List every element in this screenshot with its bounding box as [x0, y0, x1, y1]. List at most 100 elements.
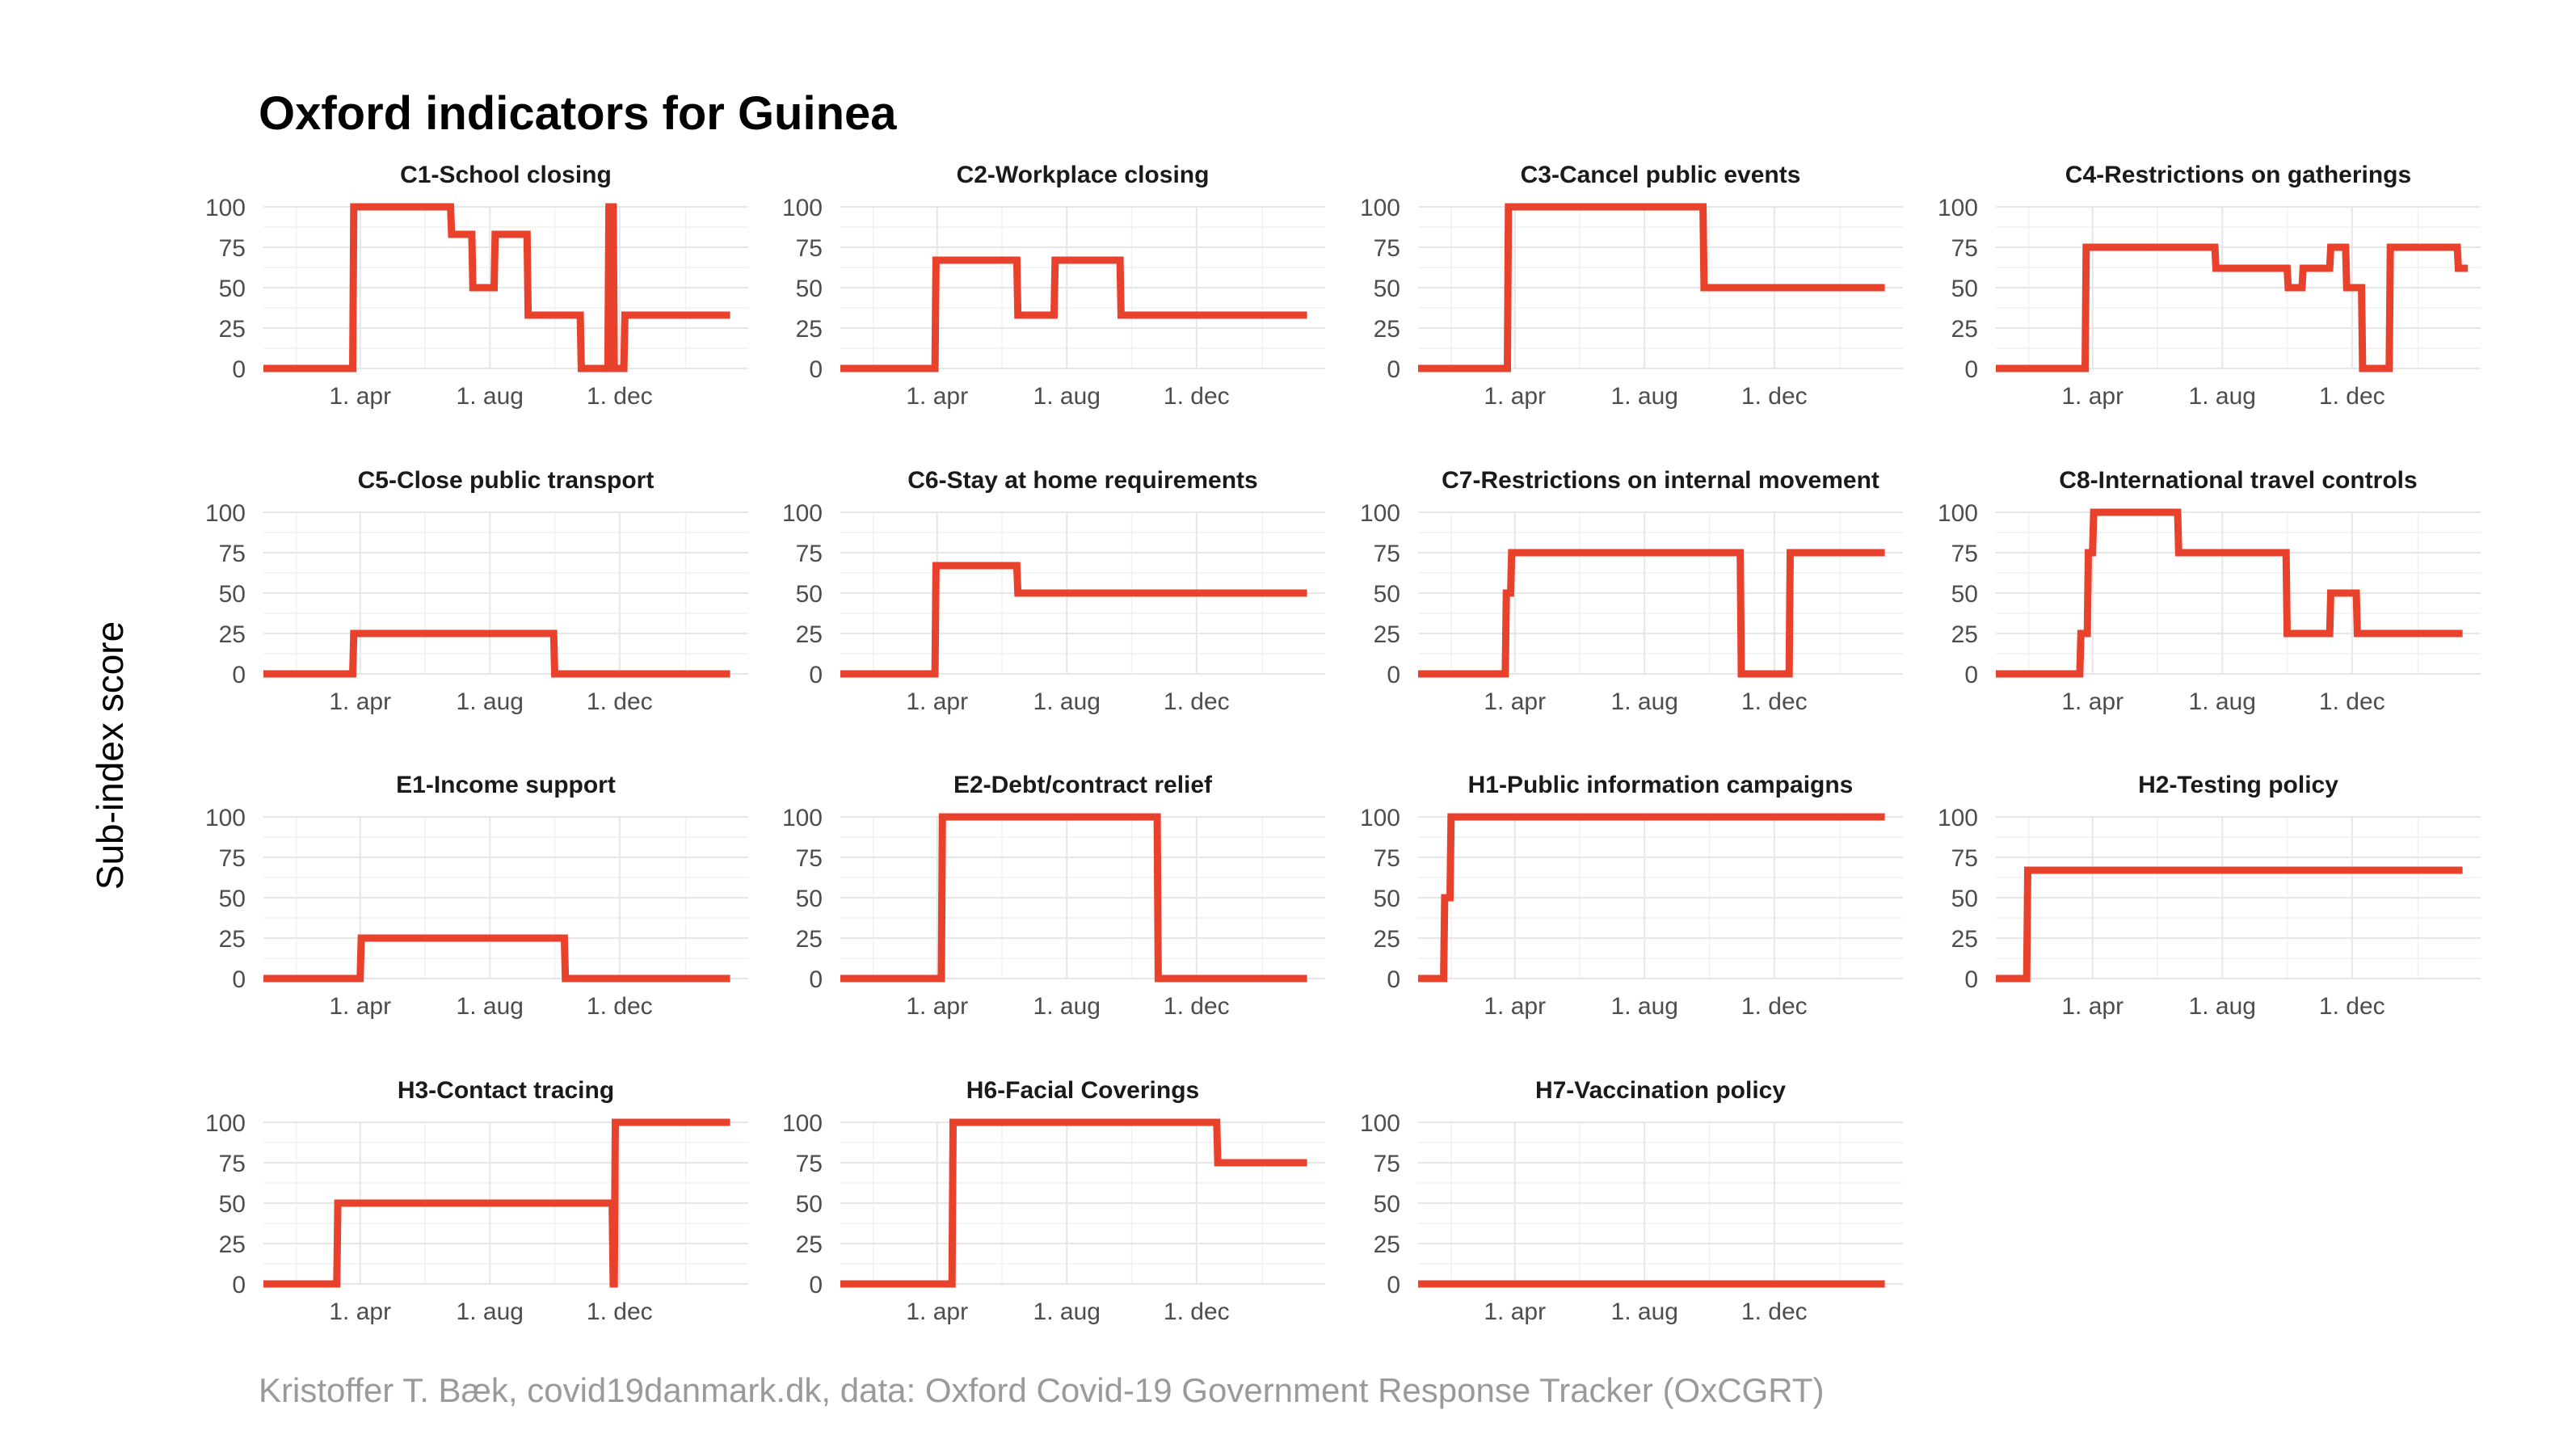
- panel-title: C1-School closing: [400, 162, 612, 188]
- facet-panel: C6-Stay at home requirements 0 25 50 75 100 1.…: [782, 467, 1325, 715]
- x-tick-label: 1. apr: [2061, 688, 2124, 715]
- panel-title: C2-Workplace closing: [957, 162, 1210, 188]
- x-tick-label: 1. apr: [906, 1298, 968, 1325]
- y-tick-label: 75: [796, 541, 823, 567]
- figure-title: Oxford indicators for Guinea: [259, 87, 897, 140]
- panel-title: H6-Facial Coverings: [966, 1077, 1199, 1104]
- panel-title: H7-Vaccination policy: [1535, 1077, 1786, 1104]
- x-tick-label: 1. dec: [1164, 383, 1230, 410]
- x-tick-label: 1. apr: [2061, 383, 2124, 410]
- y-tick-label: 25: [1951, 316, 1978, 343]
- y-tick-label: 50: [219, 1191, 246, 1218]
- series-line: [263, 934, 730, 983]
- series-line: [840, 813, 1307, 983]
- x-tick-label: 1. apr: [329, 383, 391, 410]
- x-tick-label: 1. apr: [1484, 1298, 1546, 1325]
- y-tick-label: 0: [1964, 356, 1978, 383]
- y-tick-label: 50: [796, 276, 823, 302]
- series-line: [263, 629, 730, 678]
- y-tick-label: 25: [219, 926, 246, 953]
- y-tick-label: 100: [1360, 805, 1400, 831]
- facet-panel: C7-Restrictions on internal movement 0 25 5…: [1360, 467, 1903, 715]
- x-tick-label: 1. aug: [1033, 383, 1101, 410]
- y-tick-label: 50: [796, 886, 823, 912]
- y-tick-label: 50: [796, 1191, 823, 1218]
- y-tick-label: 0: [1387, 1272, 1400, 1298]
- facet-panel: C5-Close public transport 0 25 50 75 100 1. ap…: [205, 467, 748, 715]
- panel-title: E1-Income support: [396, 772, 616, 798]
- facet-panel: H2-Testing policy 0 25 50 75 100 1. apr 1. aug 1…: [1938, 772, 2481, 1020]
- facet-panel: H3-Contact tracing 0 25 50 75 100 1. apr 1. aug…: [205, 1077, 748, 1325]
- y-tick-label: 100: [1360, 195, 1400, 221]
- y-tick-label: 100: [782, 500, 823, 527]
- x-tick-label: 1. aug: [2189, 993, 2256, 1020]
- x-tick-label: 1. aug: [1611, 688, 1678, 715]
- y-tick-label: 100: [782, 195, 823, 221]
- y-tick-label: 0: [1387, 356, 1400, 383]
- y-tick-label: 75: [1374, 845, 1400, 872]
- y-tick-label: 50: [1374, 886, 1400, 912]
- y-tick-label: 50: [796, 581, 823, 608]
- y-tick-label: 100: [205, 195, 246, 221]
- x-tick-label: 1. dec: [587, 688, 653, 715]
- y-axis-label: Sub-index score: [89, 621, 131, 890]
- y-tick-label: 50: [219, 276, 246, 302]
- y-tick-label: 25: [796, 621, 823, 648]
- y-tick-label: 25: [796, 1231, 823, 1258]
- x-tick-label: 1. aug: [457, 1298, 524, 1325]
- facet-panel: C3-Cancel public events 0 25 50 75 100 1. apr 1…: [1360, 162, 1903, 410]
- x-tick-label: 1. aug: [1611, 993, 1678, 1020]
- series-line: [263, 1118, 730, 1288]
- x-tick-label: 1. apr: [1484, 993, 1546, 1020]
- x-tick-label: 1. dec: [2319, 688, 2385, 715]
- x-tick-label: 1. aug: [457, 383, 524, 410]
- y-tick-label: 25: [219, 1231, 246, 1258]
- series-line: [840, 1118, 1307, 1288]
- y-tick-label: 0: [809, 1272, 823, 1298]
- y-tick-label: 50: [219, 581, 246, 608]
- facet-grid: C1-School closing 0 25 50 75 100 1. apr 1. aug 1…: [205, 162, 2481, 1325]
- x-tick-label: 1. aug: [1033, 1298, 1101, 1325]
- y-tick-label: 0: [232, 356, 246, 383]
- y-tick-label: 100: [782, 805, 823, 831]
- facet-panel: E2-Debt/contract relief 0 25 50 75 100 1. apr 1…: [782, 772, 1325, 1020]
- facet-panel: H7-Vaccination policy 0 25 50 75 100 1. apr 1. …: [1360, 1077, 1903, 1325]
- y-tick-label: 25: [1951, 926, 1978, 953]
- y-tick-label: 75: [1374, 235, 1400, 262]
- y-tick-label: 50: [1374, 276, 1400, 302]
- series-line: [840, 256, 1307, 372]
- y-tick-label: 75: [219, 541, 246, 567]
- y-tick-label: 25: [1951, 621, 1978, 648]
- x-tick-label: 1. apr: [329, 993, 391, 1020]
- y-tick-label: 75: [796, 235, 823, 262]
- x-tick-label: 1. dec: [1164, 1298, 1230, 1325]
- y-tick-label: 25: [1374, 1231, 1400, 1258]
- facet-panel: E1-Income support 0 25 50 75 100 1. apr 1. aug 1…: [205, 772, 748, 1020]
- x-tick-label: 1. dec: [2319, 993, 2385, 1020]
- panel-title: C8-International travel controls: [2059, 467, 2417, 494]
- x-tick-label: 1. dec: [1741, 993, 1808, 1020]
- y-tick-label: 75: [1951, 845, 1978, 872]
- y-tick-label: 100: [205, 1110, 246, 1137]
- x-tick-label: 1. aug: [457, 688, 524, 715]
- y-tick-label: 0: [1387, 966, 1400, 993]
- y-tick-label: 100: [1938, 805, 1978, 831]
- y-tick-label: 25: [1374, 621, 1400, 648]
- facet-panel: C4-Restrictions on gatherings 0 25 50 75 100 1…: [1938, 162, 2481, 410]
- series-line: [1418, 549, 1885, 678]
- x-tick-label: 1. dec: [1164, 688, 1230, 715]
- facet-panel: C8-International travel controls 0 25 50 75 1…: [1938, 467, 2481, 715]
- x-tick-label: 1. dec: [1741, 688, 1808, 715]
- x-tick-label: 1. aug: [2189, 383, 2256, 410]
- x-tick-label: 1. apr: [906, 688, 968, 715]
- panel-title: C5-Close public transport: [358, 467, 655, 494]
- x-tick-label: 1. apr: [1484, 688, 1546, 715]
- series-line: [1996, 508, 2463, 678]
- x-tick-label: 1. dec: [1164, 993, 1230, 1020]
- y-tick-label: 25: [1374, 926, 1400, 953]
- y-tick-label: 0: [232, 966, 246, 993]
- y-tick-label: 50: [1951, 886, 1978, 912]
- y-tick-label: 0: [1964, 966, 1978, 993]
- y-tick-label: 50: [1374, 581, 1400, 608]
